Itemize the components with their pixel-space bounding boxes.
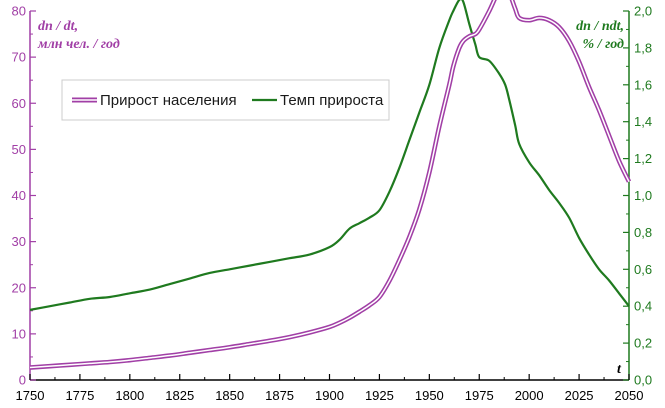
right-tick-label: 0,4 — [634, 299, 652, 314]
left-tick-label: 80 — [12, 4, 26, 19]
legend-label-growth-rate: Темп прироста — [280, 92, 384, 109]
bottom-tick-label: 1975 — [465, 388, 494, 403]
bottom-tick-label: 1875 — [265, 388, 294, 403]
series-line-growth-rate — [29, 0, 630, 311]
left-tick-label: 10 — [12, 326, 26, 341]
legend-box — [61, 79, 390, 121]
bottom-tick-label: 1800 — [115, 388, 144, 403]
bottom-tick-label: 2025 — [565, 388, 594, 403]
right-tick-label: 1,6 — [634, 77, 652, 92]
legend: Прирост населения Темп прироста — [61, 79, 390, 121]
left-tick-label: 50 — [12, 142, 26, 157]
bottom-tick-label: 1775 — [65, 388, 94, 403]
bottom-tick-label: 2000 — [515, 388, 544, 403]
left-tick-label: 0 — [19, 373, 26, 388]
series-line-population-growth — [29, 0, 632, 370]
bottom-tick-label: 1825 — [165, 388, 194, 403]
bottom-tick-label: 2050 — [615, 388, 644, 403]
bottom-tick-label: 1950 — [415, 388, 444, 403]
left-axis-title-line1: dn / dt, — [38, 19, 78, 34]
legend-label-population-growth: Прирост населения — [100, 92, 237, 109]
right-tick-label: 0,8 — [634, 225, 652, 240]
bottom-tick-label: 1850 — [215, 388, 244, 403]
right-axis-title-line1: dn / ndt, — [576, 19, 624, 34]
axes-group: 0 10 20 30 40 50 60 70 80 0,0 0,2 0,4 0,6 0,8 1,0 1,2 1,… — [12, 4, 653, 404]
plot-group — [29, 0, 632, 370]
right-axis-title-line2: % / год — [583, 37, 625, 52]
bottom-tick-label: 1925 — [365, 388, 394, 403]
right-tick-label: 1,8 — [634, 40, 652, 55]
left-tick-label: 40 — [12, 188, 26, 203]
left-tick-label: 70 — [12, 50, 26, 65]
right-tick-label: 2,0 — [634, 4, 652, 19]
right-tick-label: 0,2 — [634, 336, 652, 351]
bottom-tick-label: 1900 — [315, 388, 344, 403]
right-tick-label: 1,2 — [634, 151, 652, 166]
right-tick-label: 0,0 — [634, 373, 652, 388]
right-tick-label: 1,0 — [634, 188, 652, 203]
bottom-tick-label: 1750 — [16, 388, 45, 403]
left-tick-label: 20 — [12, 280, 26, 295]
series-line-population-growth-inner — [29, 0, 630, 369]
left-tick-label: 30 — [12, 234, 26, 249]
right-tick-label: 0,6 — [634, 262, 652, 277]
left-axis-title-line2: млн чел. / год — [37, 37, 120, 52]
x-axis-title: t — [617, 362, 622, 377]
left-tick-label: 60 — [12, 96, 26, 111]
right-tick-label: 1,4 — [634, 114, 652, 129]
